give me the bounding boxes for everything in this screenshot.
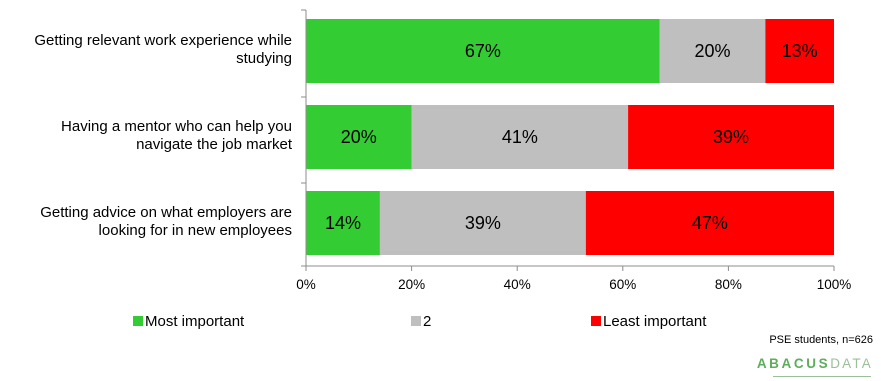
bar-segment-3-3 xyxy=(585,191,834,255)
data-labels: 67% 20% 13% 20% 41% 39% 14% 39% 47% xyxy=(325,41,818,233)
legend-label-3: Least important xyxy=(603,313,707,330)
category-label-2-line-1: Having a mentor who can help you xyxy=(61,118,292,135)
bar-segment-2-3 xyxy=(628,105,834,169)
category-label-2-line-2: navigate the job market xyxy=(136,136,293,153)
legend-swatch-3 xyxy=(591,316,601,326)
bar-segment-3-2 xyxy=(379,191,586,255)
category-label-1-line-2: studying xyxy=(236,50,292,67)
x-tick-label-4: 60% xyxy=(609,277,636,292)
data-label-2-3: 39% xyxy=(713,127,749,147)
category-label-1-line-1: Getting relevant work experience while xyxy=(34,32,292,49)
logo-text-abacus: ABACUS xyxy=(756,356,831,371)
legend-swatch-1 xyxy=(133,316,143,326)
legend-label-1: Most important xyxy=(145,313,245,330)
data-label-3-1: 14% xyxy=(325,213,361,233)
data-label-1-2: 20% xyxy=(695,41,731,61)
legend-label-2: 2 xyxy=(423,313,431,330)
bar-segment-3-1 xyxy=(306,191,380,255)
source-note: PSE students, n=626 xyxy=(769,334,873,346)
logo-underline xyxy=(773,376,871,377)
data-label-1-1: 67% xyxy=(465,41,501,61)
data-label-3-2: 39% xyxy=(465,213,501,233)
category-label-3-line-1: Getting advice on what employers are xyxy=(40,204,292,221)
bar-segment-1-1 xyxy=(306,19,660,83)
data-label-1-3: 13% xyxy=(782,41,818,61)
data-label-3-3: 47% xyxy=(692,213,728,233)
bar-segment-2-1 xyxy=(306,105,412,169)
logo-text-data: DATA xyxy=(830,356,873,371)
x-tick-label-1: 0% xyxy=(296,277,316,292)
bar-segment-1-3 xyxy=(765,19,834,83)
data-label-2-1: 20% xyxy=(341,127,377,147)
bar-segment-1-2 xyxy=(659,19,766,83)
bars xyxy=(306,19,834,255)
axes: 0% 20% 40% 60% 80% 100% xyxy=(296,9,852,292)
legend: Most important 2 Least important xyxy=(133,313,707,330)
bar-segment-2-2 xyxy=(411,105,629,169)
x-tick-label-3: 40% xyxy=(504,277,531,292)
category-labels: Getting relevant work experience whilest… xyxy=(34,32,292,239)
data-label-2-2: 41% xyxy=(502,127,538,147)
category-label-3-line-2: looking for in new employees xyxy=(99,222,292,239)
x-tick-label-6: 100% xyxy=(817,277,852,292)
x-tick-label-2: 20% xyxy=(398,277,425,292)
x-tick-label-5: 80% xyxy=(715,277,742,292)
legend-swatch-2 xyxy=(411,316,421,326)
abacus-data-logo: ABACUSDATA xyxy=(757,356,873,371)
